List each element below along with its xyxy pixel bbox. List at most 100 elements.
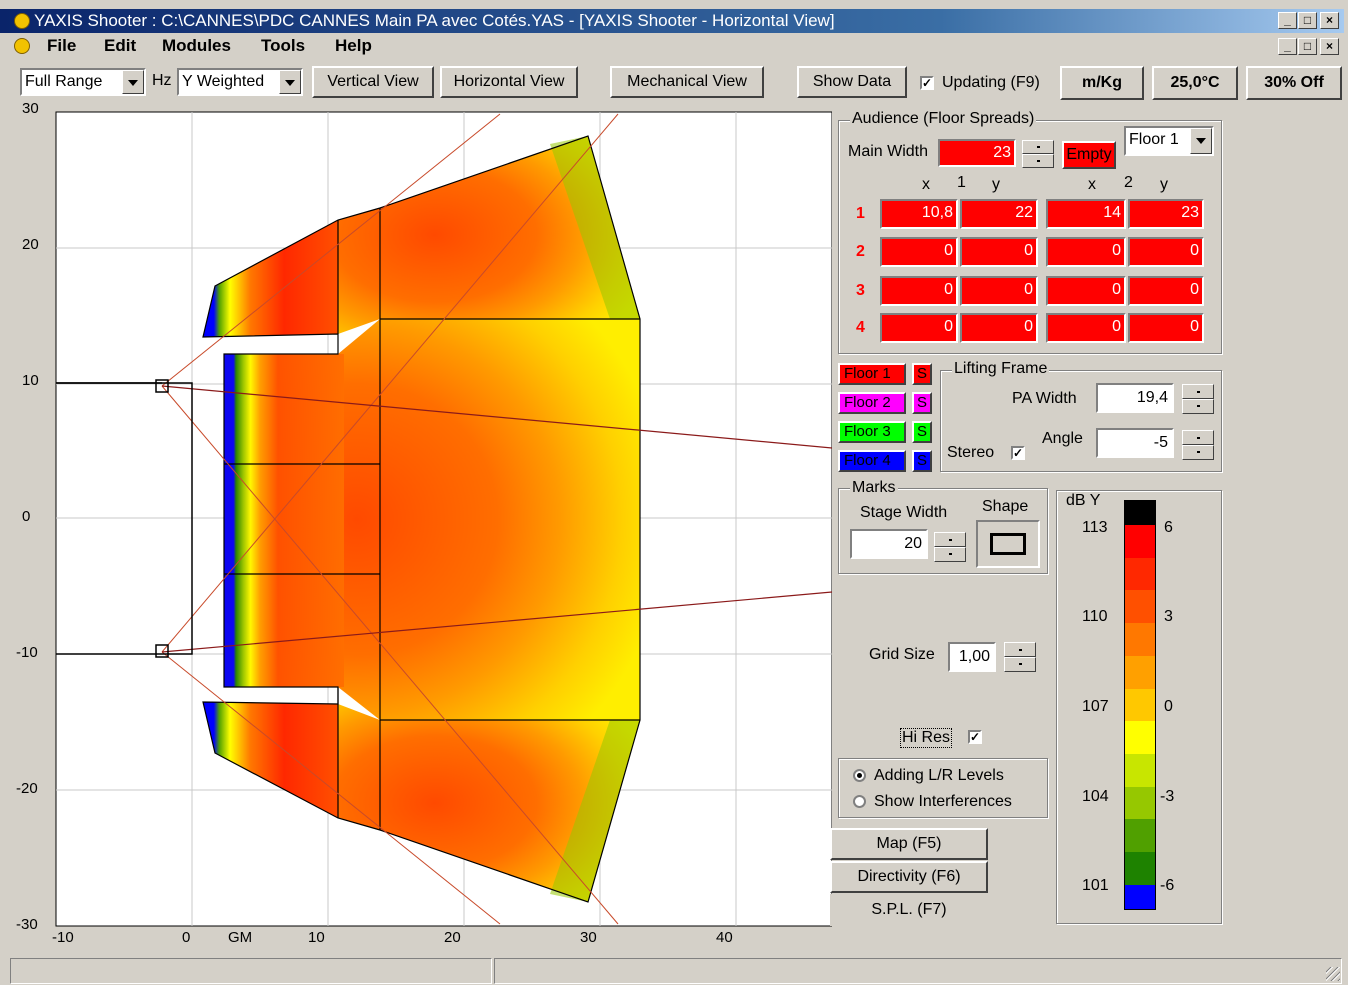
legend-db: 101 bbox=[1082, 877, 1109, 894]
pa-width-spinner[interactable] bbox=[1182, 384, 1214, 414]
minimize-button[interactable]: _ bbox=[1278, 12, 1297, 29]
shape-button[interactable] bbox=[976, 520, 1040, 568]
row2-x1[interactable]: 0 bbox=[880, 237, 958, 267]
spin-down-icon[interactable] bbox=[1022, 154, 1054, 168]
updating-checkbox[interactable]: ✓ bbox=[920, 76, 934, 90]
row1-y2[interactable]: 23 bbox=[1128, 199, 1204, 229]
menu-file[interactable]: File bbox=[47, 36, 77, 55]
temperature-button[interactable]: 25,0°C bbox=[1152, 66, 1238, 100]
row4-y1[interactable]: 0 bbox=[960, 313, 1038, 343]
floor1-s-button[interactable]: S bbox=[912, 363, 932, 385]
row3-x1[interactable]: 0 bbox=[880, 276, 958, 306]
chevron-down-icon[interactable] bbox=[1190, 128, 1212, 154]
audience-title: Audience (Floor Spreads) bbox=[850, 110, 1037, 128]
doc-icon[interactable] bbox=[14, 38, 30, 54]
legend-panel bbox=[1056, 490, 1222, 924]
marks-title: Marks bbox=[850, 479, 898, 497]
col-header: y bbox=[992, 176, 1000, 193]
spin-up-icon[interactable] bbox=[934, 532, 966, 547]
stage-width-spinner[interactable] bbox=[934, 532, 966, 562]
app-icon[interactable] bbox=[14, 13, 30, 29]
row1-y1[interactable]: 22 bbox=[960, 199, 1038, 229]
row4-y2[interactable]: 0 bbox=[1128, 313, 1204, 343]
chevron-down-icon[interactable] bbox=[122, 70, 144, 94]
row4-x2[interactable]: 0 bbox=[1046, 313, 1126, 343]
spin-down-icon[interactable] bbox=[1182, 399, 1214, 414]
angle-spinner[interactable] bbox=[1182, 430, 1214, 460]
floor3-s-button[interactable]: S bbox=[912, 421, 932, 443]
adding-radio[interactable] bbox=[853, 769, 866, 782]
spin-up-icon[interactable] bbox=[1182, 430, 1214, 445]
empty-button[interactable]: Empty bbox=[1062, 141, 1116, 169]
show-data-button[interactable]: Show Data bbox=[797, 66, 907, 98]
weighting-select[interactable]: Y Weighted bbox=[177, 68, 303, 96]
legend-db: 107 bbox=[1082, 698, 1109, 715]
stage-width-field[interactable]: 20 bbox=[850, 529, 928, 559]
legend-color-swatch bbox=[1125, 754, 1155, 787]
floor4-button[interactable]: Floor 4 bbox=[838, 450, 906, 472]
row1-x2[interactable]: 14 bbox=[1046, 199, 1126, 229]
main-width-field[interactable]: 23 bbox=[938, 139, 1016, 167]
floor1-button[interactable]: Floor 1 bbox=[838, 363, 906, 385]
row2-x2[interactable]: 0 bbox=[1046, 237, 1126, 267]
spin-down-icon[interactable] bbox=[934, 547, 966, 562]
mdi-minimize-button[interactable]: _ bbox=[1278, 38, 1297, 55]
hires-checkbox[interactable]: ✓ bbox=[968, 730, 982, 744]
menu-tools[interactable]: Tools bbox=[261, 36, 306, 55]
angle-field[interactable]: -5 bbox=[1096, 428, 1174, 458]
row2-y1[interactable]: 0 bbox=[960, 237, 1038, 267]
grid-size-spinner[interactable] bbox=[1004, 642, 1036, 672]
legend-color-swatch bbox=[1125, 819, 1155, 853]
map-tab[interactable]: Map (F5) bbox=[830, 828, 988, 860]
row4-x1[interactable]: 0 bbox=[880, 313, 958, 343]
maximize-button[interactable]: □ bbox=[1298, 12, 1317, 29]
spin-up-icon[interactable] bbox=[1182, 384, 1214, 399]
mechanical-view-button[interactable]: Mechanical View bbox=[610, 66, 764, 98]
interference-radio[interactable] bbox=[853, 795, 866, 808]
unit-button[interactable]: m/Kg bbox=[1060, 66, 1144, 100]
stereo-label: Stereo bbox=[947, 444, 995, 461]
range-select[interactable]: Full Range bbox=[20, 68, 146, 96]
floor3-button[interactable]: Floor 3 bbox=[838, 421, 906, 443]
x-tick: 0 bbox=[182, 929, 191, 946]
col-header: x bbox=[1088, 176, 1096, 193]
directivity-tab[interactable]: Directivity (F6) bbox=[830, 861, 988, 893]
vertical-view-button[interactable]: Vertical View bbox=[312, 66, 434, 98]
spin-down-icon[interactable] bbox=[1182, 445, 1214, 460]
floor4-s-button[interactable]: S bbox=[912, 450, 932, 472]
stereo-checkbox[interactable]: ✓ bbox=[1011, 446, 1025, 460]
horizontal-view-button[interactable]: Horizontal View bbox=[440, 66, 578, 98]
resize-grip-icon[interactable] bbox=[1326, 967, 1340, 981]
humidity-button[interactable]: 30% Off bbox=[1246, 66, 1342, 100]
legend-color-swatch bbox=[1125, 852, 1155, 885]
row2-y2[interactable]: 0 bbox=[1128, 237, 1204, 267]
spl-tab[interactable]: S.P.L. (F7) bbox=[830, 894, 988, 926]
spin-up-icon[interactable] bbox=[1022, 140, 1054, 154]
row3-y2[interactable]: 0 bbox=[1128, 276, 1204, 306]
row3-x2[interactable]: 0 bbox=[1046, 276, 1126, 306]
menu-modules[interactable]: Modules bbox=[162, 36, 231, 55]
menu-edit[interactable]: Edit bbox=[104, 36, 137, 55]
y-tick: -20 bbox=[16, 780, 38, 797]
close-button[interactable]: × bbox=[1320, 12, 1339, 29]
y-tick: 30 bbox=[22, 100, 39, 117]
row3-y1[interactable]: 0 bbox=[960, 276, 1038, 306]
pa-width-field[interactable]: 19,4 bbox=[1096, 383, 1174, 413]
spin-down-icon[interactable] bbox=[1004, 657, 1036, 672]
spl-map[interactable] bbox=[10, 104, 832, 952]
spin-up-icon[interactable] bbox=[1004, 642, 1036, 657]
shape-label: Shape bbox=[982, 498, 1029, 515]
row1-x1[interactable]: 10,8 bbox=[880, 199, 958, 229]
chevron-down-icon[interactable] bbox=[279, 70, 301, 94]
floor-select[interactable]: Floor 1 bbox=[1124, 126, 1214, 156]
menu-help[interactable]: Help bbox=[335, 36, 372, 55]
grid-size-field[interactable]: 1,00 bbox=[948, 642, 996, 672]
floor2-button[interactable]: Floor 2 bbox=[838, 392, 906, 414]
main-width-spinner[interactable] bbox=[1022, 140, 1054, 168]
mdi-close-button[interactable]: × bbox=[1320, 38, 1339, 55]
legend-color-swatch bbox=[1125, 623, 1155, 656]
mdi-restore-button[interactable]: □ bbox=[1298, 38, 1317, 55]
mode-group bbox=[838, 758, 1048, 818]
stage-width-label: Stage Width bbox=[860, 504, 948, 521]
floor2-s-button[interactable]: S bbox=[912, 392, 932, 414]
